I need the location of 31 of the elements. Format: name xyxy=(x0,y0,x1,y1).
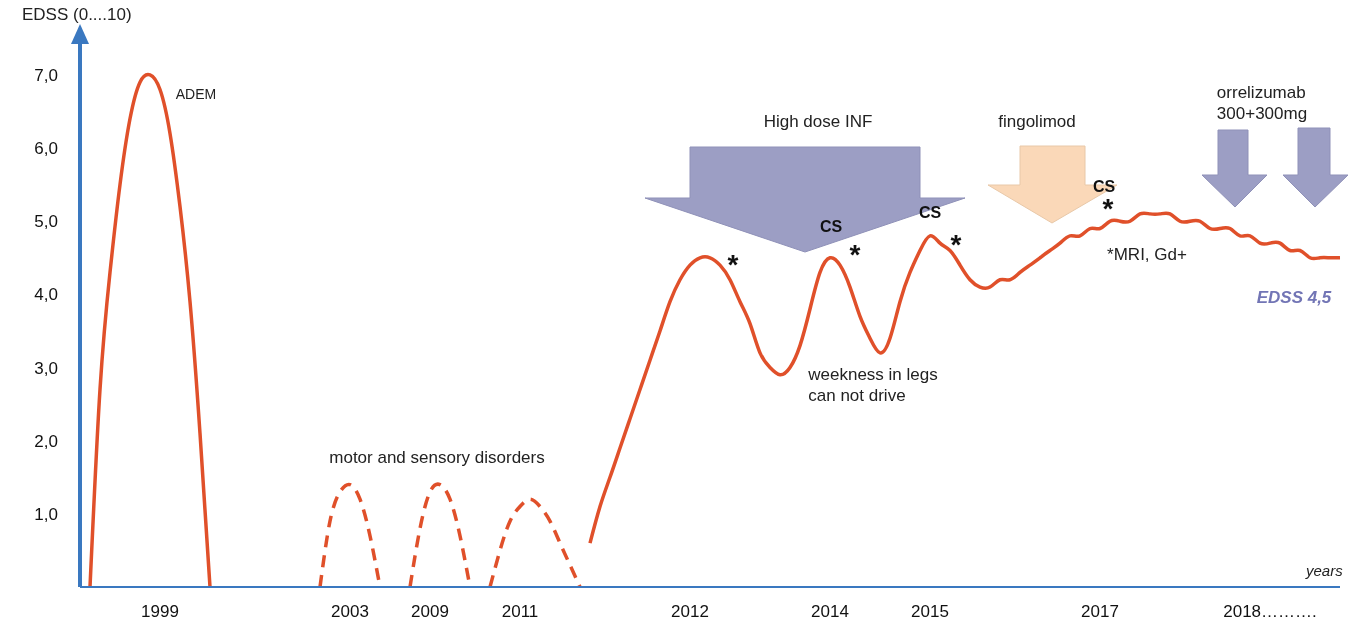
y-tick-label: 2,0 xyxy=(34,431,58,451)
x-axis-title: years xyxy=(1306,562,1343,579)
annotation: ADEM xyxy=(175,86,217,104)
annotation: CS xyxy=(819,217,843,237)
x-tick-label: 2017 xyxy=(1081,602,1119,622)
y-tick-label: 4,0 xyxy=(34,285,58,305)
x-tick-label: 2012 xyxy=(671,602,709,622)
annotation: * xyxy=(950,227,962,262)
x-tick-label: 2003 xyxy=(331,602,369,622)
annotation: *MRI, Gd+ xyxy=(1107,244,1187,266)
x-tick-label: 2011 xyxy=(501,602,539,622)
annotation: CS xyxy=(918,203,942,223)
x-tick-label: 2014 xyxy=(811,602,849,622)
y-tick-label: 1,0 xyxy=(34,504,58,524)
x-tick-label: 2018………. xyxy=(1223,602,1317,622)
y-tick-label: 3,0 xyxy=(34,358,58,378)
annotation: * xyxy=(849,237,861,272)
x-tick-label: 2015 xyxy=(911,602,949,622)
y-axis-title: EDSS (0....10) xyxy=(22,5,132,25)
y-tick-label: 7,0 xyxy=(34,65,58,85)
y-tick-label: 5,0 xyxy=(34,212,58,232)
annotation: weekness in legs can not drive xyxy=(808,363,938,407)
annotation: EDSS 4,5 xyxy=(1256,287,1332,309)
annotation: orrelizumab 300+300mg xyxy=(1216,81,1308,125)
annotation: * xyxy=(727,247,739,282)
x-tick-label: 1999 xyxy=(141,602,179,622)
annotation: motor and sensory disorders xyxy=(329,447,545,469)
y-tick-label: 6,0 xyxy=(34,139,58,159)
annotation: fingolimod xyxy=(998,111,1076,133)
x-tick-label: 2009 xyxy=(411,602,449,622)
annotation: High dose INF xyxy=(763,111,873,133)
